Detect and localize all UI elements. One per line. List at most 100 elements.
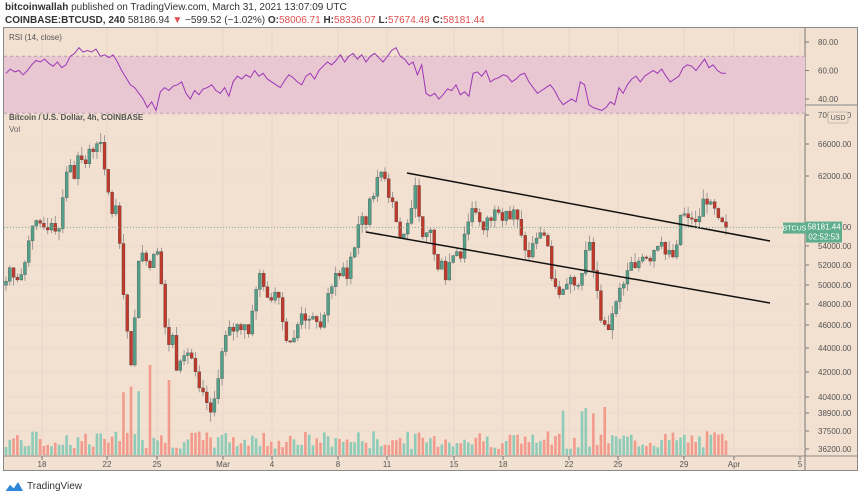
candle-body — [144, 252, 148, 262]
volume-bar — [179, 448, 182, 455]
candle-body — [659, 241, 664, 247]
candle-body — [186, 352, 190, 356]
candle-body — [470, 208, 474, 223]
volume-bar — [535, 442, 538, 455]
volume-bar — [516, 434, 519, 455]
volume-bar — [239, 443, 243, 455]
price-tick-label: 52000.00 — [818, 261, 852, 270]
volume-bar — [618, 438, 622, 455]
candle-body — [690, 217, 694, 220]
volume-bar — [156, 440, 159, 455]
volume-bar — [493, 447, 497, 455]
published-text: published on TradingView.com, March 31, … — [71, 2, 347, 13]
volume-label: Vol — [9, 125, 20, 134]
volume-bar — [19, 440, 23, 455]
candle-body — [318, 321, 323, 328]
open-label: O: — [267, 15, 279, 26]
candle-body — [534, 237, 539, 244]
volume-bar — [31, 431, 34, 455]
time-tick-label: 15 — [450, 460, 459, 469]
volume-bar — [235, 445, 239, 455]
volume-bar — [269, 441, 273, 455]
volume-bar — [163, 442, 167, 455]
candle-body — [212, 398, 217, 413]
volume-bar — [99, 433, 103, 455]
time-tick-label: 22 — [565, 460, 574, 469]
rsi-tick-label: 60.00 — [818, 67, 839, 76]
volume-bar — [360, 441, 364, 455]
volume-bar — [656, 447, 660, 455]
candle-body — [572, 277, 577, 286]
volume-bar — [671, 432, 675, 455]
volume-bar — [330, 446, 334, 455]
volume-bar — [95, 433, 99, 455]
candle-body — [345, 267, 349, 279]
candle-body — [15, 277, 20, 281]
volume-bar — [429, 438, 432, 455]
volume-bar — [622, 435, 625, 455]
bar-countdown: 02:52:53 — [808, 233, 840, 242]
volume-bar — [27, 445, 31, 455]
channel-upper-trendline[interactable] — [406, 172, 771, 242]
volume-bar — [527, 442, 531, 455]
volume-bar — [504, 441, 508, 455]
candle-body — [546, 235, 550, 247]
candle-body — [19, 274, 23, 281]
candle-body — [205, 391, 209, 403]
candle-body — [421, 216, 425, 237]
volume-bar — [542, 439, 546, 455]
candle-body — [697, 216, 702, 223]
volume-bar — [683, 434, 686, 455]
candle-body — [557, 286, 561, 295]
candle-body — [542, 232, 546, 236]
volume-bar — [701, 447, 705, 455]
time-tick-label: 29 — [680, 460, 689, 469]
volume-bar — [724, 440, 728, 455]
volume-bar — [76, 437, 80, 455]
candle-body — [720, 217, 724, 223]
candle-body — [409, 208, 414, 224]
volume-bar — [220, 434, 224, 455]
candle-body — [288, 340, 292, 343]
candle-body — [622, 283, 626, 289]
volume-bar — [546, 431, 550, 455]
candle-body — [254, 289, 258, 312]
close-label: C: — [432, 15, 444, 26]
candle-body — [519, 219, 524, 236]
candle-body — [91, 148, 95, 152]
candle-body — [500, 212, 505, 221]
volume-bar — [425, 442, 428, 455]
candle-body — [678, 214, 683, 245]
candle-body — [197, 371, 201, 389]
currency-badge[interactable] — [827, 111, 849, 124]
volume-bar — [580, 411, 584, 455]
volume-bar — [667, 439, 671, 455]
candle-body — [531, 243, 535, 258]
candle-body — [663, 241, 668, 255]
candle-body — [561, 289, 565, 295]
volume-bar — [520, 443, 523, 455]
volume-bar — [592, 413, 595, 455]
candle-body — [30, 225, 35, 241]
candle-body — [315, 316, 319, 322]
candle-body — [303, 313, 308, 321]
volume-bar — [197, 431, 201, 455]
time-tick-label: 8 — [336, 460, 341, 469]
candle-body — [424, 232, 429, 237]
volume-bar — [148, 365, 152, 455]
volume-bar — [61, 444, 65, 455]
candle-body — [159, 251, 164, 285]
volume-bar — [523, 436, 527, 455]
price-tick-label: 54000.00 — [818, 242, 852, 251]
price-tick-label: 48000.00 — [818, 300, 852, 309]
volume-bar — [364, 442, 368, 455]
channel-lower-trendline[interactable] — [365, 231, 771, 304]
tradingview-logo[interactable]: TradingView — [4, 480, 82, 492]
candle-body — [637, 260, 641, 268]
candle-body — [565, 283, 569, 290]
volume-bar — [485, 436, 489, 455]
volume-bar — [463, 439, 466, 455]
volume-bar — [357, 432, 360, 455]
candle-body — [512, 209, 516, 220]
